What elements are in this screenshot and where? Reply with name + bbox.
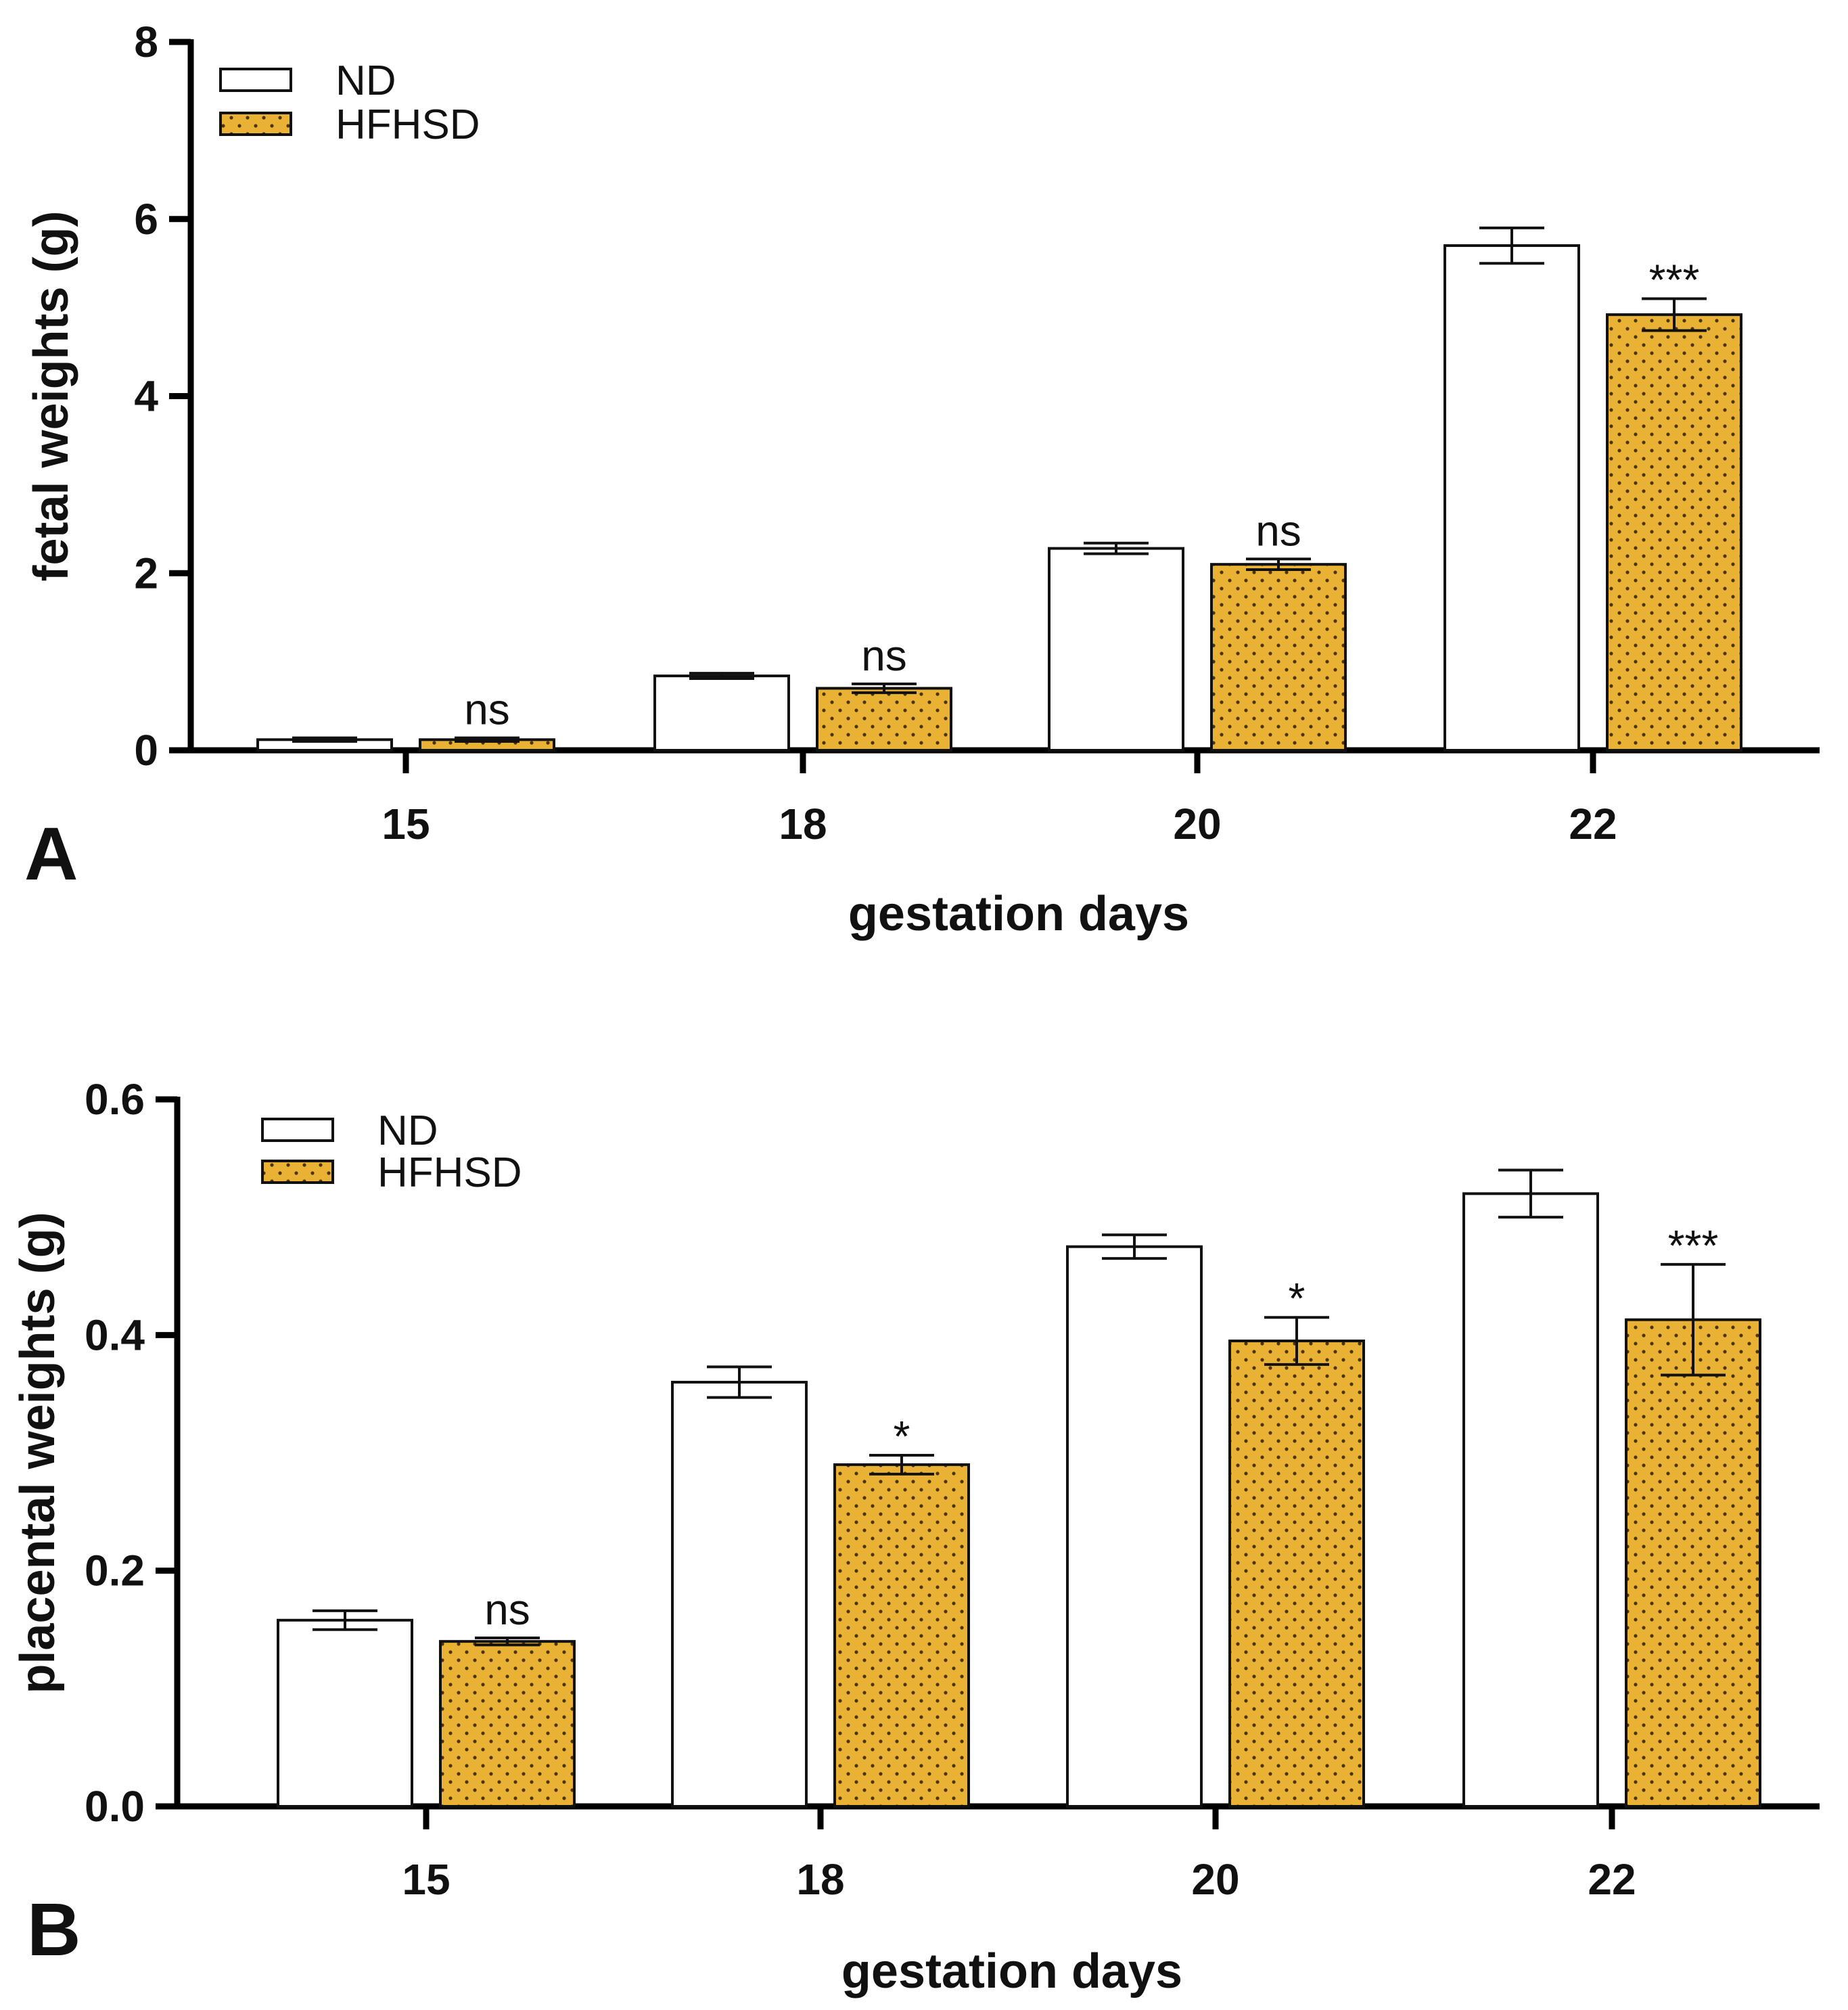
- y-tick-label: 0: [134, 726, 158, 775]
- y-tick-label: 6: [134, 195, 158, 244]
- panel-b-placental-weights-chart: 0.00.20.40.615 18 20 22ns*****NDHFHSDgestat…: [11, 1075, 1820, 1998]
- error-bar-hfhsd-day-15: [475, 1636, 540, 1647]
- legend-label-nd: ND: [336, 58, 396, 104]
- error-bar-nd-day-22: [1479, 226, 1544, 265]
- legend-swatch-hfhsd: [261, 1160, 334, 1184]
- error-bar-nd-day-22: [1498, 1168, 1563, 1219]
- significance-label-day-22: ***: [1649, 256, 1700, 304]
- y-tick-label: 0.2: [85, 1547, 145, 1595]
- legend-swatch-nd: [219, 68, 292, 92]
- error-bar-nd-day-15: [313, 1609, 377, 1631]
- significance-label-day-22: ***: [1668, 1221, 1719, 1270]
- bar-hfhsd-day-20: [1210, 563, 1347, 752]
- significance-label-day-20: *: [1289, 1274, 1306, 1323]
- significance-label-day-15: ns: [464, 685, 510, 734]
- y-tick-label: 4: [134, 372, 158, 421]
- error-bar-nd-day-18: [689, 672, 754, 680]
- x-tick-label: 22: [1569, 800, 1617, 848]
- bar-nd-day-22: [1443, 244, 1580, 752]
- error-bar-hfhsd-day-22: [1642, 297, 1707, 332]
- significance-label-day-18: *: [894, 1412, 910, 1461]
- x-tick-label: 22: [1588, 1855, 1636, 1904]
- y-tick-label: 8: [134, 18, 158, 66]
- legend-label-hfhsd: HFHSD: [336, 101, 480, 148]
- bar-nd-day-18: [653, 675, 790, 752]
- bar-nd-day-22: [1462, 1192, 1599, 1808]
- y-axis-title: fetal weights (g): [24, 210, 78, 581]
- error-bar-hfhsd-day-20: [1264, 1316, 1329, 1366]
- x-axis-title: gestation days: [841, 1944, 1182, 1998]
- x-tick-label: 15: [382, 800, 430, 848]
- legend-swatch-hfhsd: [219, 112, 292, 136]
- y-tick-label: 2: [134, 549, 158, 597]
- y-tick-label: 0.0: [85, 1782, 145, 1831]
- y-tick-label: 0.4: [85, 1310, 145, 1359]
- significance-label-day-20: ns: [1255, 506, 1301, 555]
- bar-hfhsd-day-22: [1606, 313, 1742, 752]
- error-bar-hfhsd-day-15: [455, 736, 519, 743]
- bar-hfhsd-day-22: [1625, 1318, 1761, 1808]
- error-bar-hfhsd-day-18: [852, 682, 917, 694]
- significance-label-day-15: ns: [484, 1585, 530, 1634]
- y-tick-label: 0.6: [85, 1075, 145, 1124]
- panel-letter: A: [24, 813, 78, 896]
- x-tick-label: 20: [1191, 1855, 1239, 1904]
- bar-hfhsd-day-18: [816, 687, 952, 752]
- bar-hfhsd-day-18: [833, 1463, 970, 1808]
- x-axis-title: gestation days: [848, 887, 1189, 941]
- y-axis-title: placental weights (g): [11, 1212, 65, 1693]
- panel-letter: B: [27, 1888, 80, 1971]
- error-bar-nd-day-15: [292, 736, 357, 743]
- x-tick-label: 18: [779, 800, 827, 848]
- error-bar-hfhsd-day-22: [1661, 1262, 1726, 1377]
- bar-nd-day-20: [1048, 547, 1184, 752]
- x-tick-label: 20: [1173, 800, 1221, 848]
- error-bar-nd-day-20: [1102, 1233, 1167, 1260]
- significance-label-day-18: ns: [861, 631, 907, 680]
- error-bar-hfhsd-day-20: [1246, 557, 1311, 572]
- legend-swatch-nd: [261, 1118, 334, 1142]
- legend-label-hfhsd: HFHSD: [377, 1149, 522, 1196]
- legend-label-nd: ND: [377, 1107, 438, 1154]
- error-bar-hfhsd-day-18: [869, 1453, 934, 1476]
- bar-nd-day-15: [277, 1618, 413, 1808]
- bar-hfhsd-day-20: [1228, 1340, 1365, 1808]
- bar-nd-day-18: [671, 1381, 808, 1808]
- x-tick-label: 18: [796, 1855, 844, 1904]
- error-bar-nd-day-20: [1084, 541, 1149, 555]
- error-bar-nd-day-18: [707, 1365, 772, 1399]
- bar-hfhsd-day-15: [439, 1640, 576, 1808]
- bar-nd-day-20: [1066, 1245, 1203, 1808]
- x-tick-label: 15: [402, 1855, 450, 1904]
